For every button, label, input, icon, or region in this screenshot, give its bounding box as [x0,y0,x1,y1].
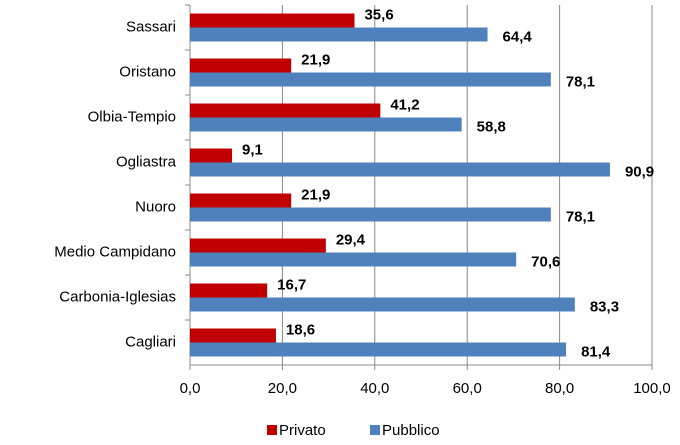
y-tick-label: Ogliastra [116,153,177,170]
x-tick-label: 40,0 [360,380,389,397]
data-label: 21,9 [301,186,330,203]
bar [190,72,551,87]
y-tick-label: Sassari [126,18,176,35]
data-label: 9,1 [242,141,263,158]
bar [190,207,551,222]
y-tick-label: Cagliari [125,333,176,350]
data-label: 58,8 [477,118,506,135]
bar [190,148,233,163]
x-tick-label: 0,0 [180,380,201,397]
y-tick-label: Oristano [119,63,176,80]
data-label: 78,1 [566,73,595,90]
x-tick-label: 100,0 [633,380,671,397]
bar [190,27,488,42]
x-tick-label: 60,0 [453,380,482,397]
data-label: 81,4 [581,343,611,360]
data-label: 29,4 [336,231,366,248]
data-label: 64,4 [503,28,533,45]
legend-label: Privato [279,422,326,439]
data-label: 18,6 [286,321,315,338]
x-tick-label: 80,0 [545,380,574,397]
bar [190,193,292,208]
data-label: 90,9 [625,163,654,180]
legend-swatch [370,425,380,435]
bar [190,283,268,298]
data-label: 35,6 [364,6,393,23]
y-tick-label: Carbonia-Iglesias [59,288,176,305]
bar [190,117,462,132]
y-tick-label: Medio Campidano [54,243,176,260]
bar [190,328,276,343]
data-label: 70,6 [531,253,560,270]
data-label: 41,2 [390,96,419,113]
bar [190,103,381,118]
legend-swatch [267,425,277,435]
bar [190,162,610,177]
bar [190,13,355,28]
data-label: 83,3 [590,298,619,315]
data-label: 16,7 [277,276,306,293]
bar [190,342,567,357]
legend-label: Pubblico [382,422,440,439]
data-label: 21,9 [301,51,330,68]
y-tick-label: Olbia-Tempio [88,108,176,125]
bar [190,252,517,267]
bar [190,238,326,253]
bar [190,58,292,73]
y-tick-label: Nuoro [135,198,176,215]
bar [190,297,575,312]
data-label: 78,1 [566,208,595,225]
x-tick-label: 20,0 [268,380,297,397]
